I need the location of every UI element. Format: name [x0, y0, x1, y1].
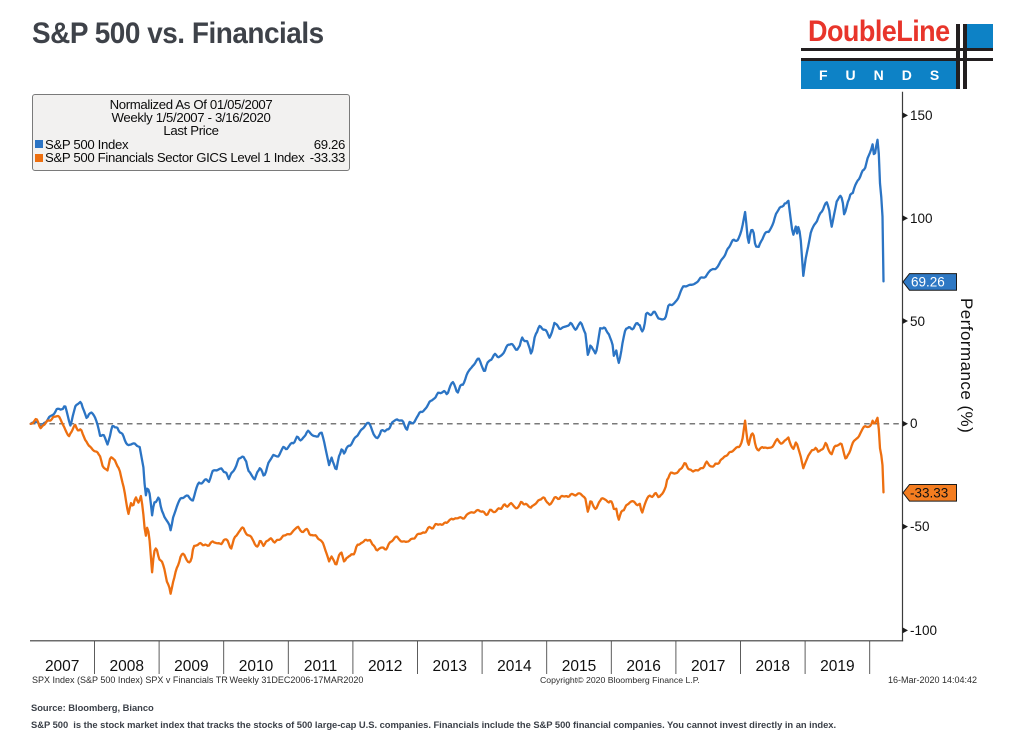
svg-text:-33.33: -33.33	[910, 486, 948, 501]
svg-text:69.26: 69.26	[911, 275, 945, 290]
